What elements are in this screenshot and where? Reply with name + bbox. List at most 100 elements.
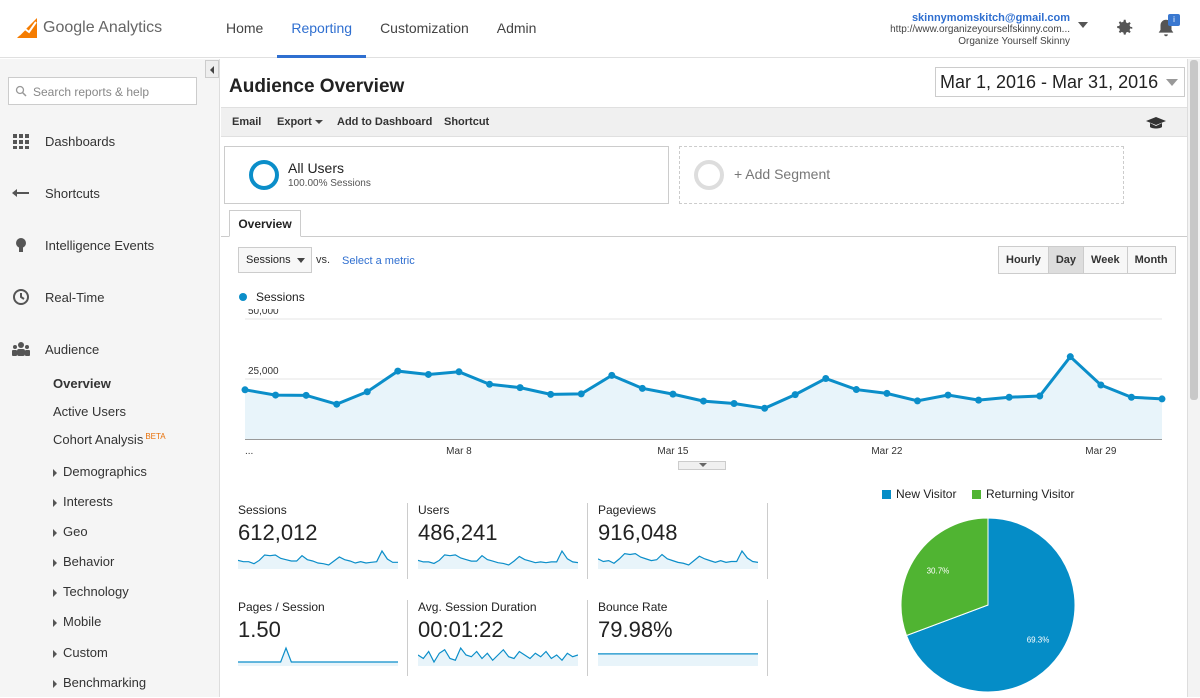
- expand-arrow-icon: [53, 618, 57, 627]
- sessions-data-point: [516, 384, 524, 392]
- sparkline: [238, 549, 398, 569]
- sidebar-item-audience[interactable]: Audience: [0, 334, 220, 364]
- shortcut-button[interactable]: Shortcut: [444, 116, 490, 128]
- granularity-hourly-button[interactable]: Hourly: [999, 247, 1049, 273]
- sessions-data-point: [394, 367, 402, 375]
- stat-sessions[interactable]: Sessions 612,012: [238, 503, 408, 579]
- sidebar-item-label: Real-Time: [45, 289, 105, 305]
- legend-swatch: [882, 489, 891, 499]
- email-button[interactable]: Email: [232, 116, 262, 128]
- stat-avg-session-duration[interactable]: Avg. Session Duration 00:01:22: [418, 600, 588, 676]
- people-icon: [12, 342, 30, 356]
- legend-returning-visitor: Returning Visitor: [972, 487, 1075, 501]
- expand-arrow-icon: [53, 679, 57, 688]
- sessions-data-point: [547, 390, 555, 398]
- add-segment-button[interactable]: + Add Segment: [679, 146, 1124, 204]
- date-range-picker[interactable]: Mar 1, 2016 - Mar 31, 2016: [935, 67, 1185, 97]
- google-analytics-logo[interactable]: Google Analytics: [17, 17, 162, 39]
- sessions-legend-dot: [239, 293, 247, 301]
- expand-arrow-icon: [53, 468, 57, 477]
- tab-customization[interactable]: Customization: [380, 20, 469, 36]
- sessions-data-point: [791, 391, 799, 399]
- stat-value: 916,048: [598, 520, 678, 545]
- x-tick-label: ...: [245, 446, 253, 457]
- segment-name: All Users: [288, 160, 345, 176]
- y-tick-label: 25,000: [248, 366, 279, 377]
- sidebar-sub-demographics[interactable]: Demographics: [53, 464, 147, 479]
- tab-reporting[interactable]: Reporting: [277, 0, 367, 58]
- stat-users[interactable]: Users 486,241: [418, 503, 588, 579]
- stat-pageviews[interactable]: Pageviews 916,048: [598, 503, 768, 579]
- segment-all-users[interactable]: All Users 100.00% Sessions: [224, 146, 669, 204]
- stat-bounce-rate[interactable]: Bounce Rate 79.98%: [598, 600, 768, 676]
- stat-value: 00:01:22: [418, 617, 504, 642]
- sidebar-sub-benchmarking[interactable]: Benchmarking: [53, 675, 146, 690]
- segment-ring-icon: [249, 160, 279, 190]
- main-nav: Home Reporting Customization Admin: [212, 0, 550, 58]
- sessions-data-point: [455, 368, 463, 376]
- notification-badge[interactable]: i: [1168, 14, 1180, 26]
- sidebar-item-intelligence-events[interactable]: Intelligence Events: [0, 230, 220, 260]
- expand-arrow-icon: [53, 649, 57, 658]
- visitor-type-pie-chart[interactable]: 69.3% 30.7%: [895, 512, 1081, 698]
- sidebar-sub-cohort-analysis[interactable]: Cohort Analysis BETA: [53, 432, 166, 447]
- sidebar-sub-label: Technology: [63, 584, 129, 599]
- date-range-value: Mar 1, 2016 - Mar 31, 2016: [940, 72, 1159, 92]
- sidebar-item-real-time[interactable]: Real-Time: [0, 282, 220, 312]
- sessions-data-point: [913, 397, 921, 405]
- account-selector[interactable]: skinnymomskitch@gmail.com http://www.org…: [890, 12, 1070, 48]
- sparkline: [598, 653, 758, 666]
- granularity-toggle: Hourly Day Week Month: [998, 246, 1176, 274]
- collapse-sidebar-button[interactable]: [205, 60, 219, 78]
- sidebar-sub-mobile[interactable]: Mobile: [53, 614, 101, 629]
- gear-icon[interactable]: [1113, 17, 1135, 39]
- stat-label: Bounce Rate: [598, 600, 668, 614]
- select-metric-link[interactable]: Select a metric: [342, 255, 415, 267]
- export-label: Export: [277, 116, 312, 128]
- sidebar-sub-overview[interactable]: Overview: [53, 376, 111, 391]
- report-toolbar: Email Export Add to Dashboard Shortcut: [221, 107, 1200, 137]
- tab-divider: [221, 236, 1200, 237]
- sessions-data-point: [1036, 392, 1044, 400]
- add-segment-label: + Add Segment: [734, 166, 831, 182]
- search-input[interactable]: Search reports & help: [8, 77, 197, 105]
- sessions-data-point: [1158, 395, 1166, 403]
- sidebar-sub-geo[interactable]: Geo: [53, 524, 88, 539]
- sparkline: [418, 549, 578, 569]
- add-to-dashboard-button[interactable]: Add to Dashboard: [337, 116, 433, 128]
- granularity-day-button[interactable]: Day: [1048, 247, 1085, 273]
- sidebar-sub-label: Cohort Analysis: [53, 432, 144, 447]
- sparkline-fill: [238, 648, 398, 666]
- legend-new-visitor: New Visitor: [882, 487, 956, 501]
- y-tick-label: 50,000: [248, 309, 279, 317]
- tab-home[interactable]: Home: [226, 20, 264, 36]
- stat-value: 612,012: [238, 520, 318, 545]
- sidebar-sub-custom[interactable]: Custom: [53, 645, 108, 660]
- sessions-data-point: [577, 390, 585, 398]
- metric-select[interactable]: Sessions: [238, 247, 312, 273]
- sparkline-fill: [418, 551, 578, 569]
- tab-overview[interactable]: Overview: [229, 210, 301, 237]
- sessions-line-chart[interactable]: 50,000 25,000... Mar 8 Mar 15 Mar 22 Mar 29: [221, 309, 1200, 469]
- segment-placeholder-ring-icon: [694, 160, 724, 190]
- sidebar-item-dashboards[interactable]: Dashboards: [0, 126, 220, 156]
- tab-admin[interactable]: Admin: [496, 20, 537, 36]
- sparkline-line: [238, 549, 398, 566]
- chart-resize-handle[interactable]: [678, 461, 726, 470]
- sidebar-sub-technology[interactable]: Technology: [53, 584, 129, 599]
- stat-pages-per-session[interactable]: Pages / Session 1.50: [238, 600, 408, 676]
- sidebar-sub-active-users[interactable]: Active Users: [53, 404, 126, 419]
- sidebar-item-shortcuts[interactable]: Shortcuts: [0, 178, 220, 208]
- sidebar-sub-behavior[interactable]: Behavior: [53, 554, 114, 569]
- stat-value: 1.50: [238, 617, 281, 642]
- scrollbar-thumb[interactable]: [1190, 60, 1198, 400]
- granularity-month-button[interactable]: Month: [1127, 247, 1175, 273]
- sidebar-sub-label: Custom: [63, 645, 108, 660]
- account-email: skinnymomskitch@gmail.com: [911, 12, 1070, 24]
- granularity-week-button[interactable]: Week: [1084, 247, 1128, 273]
- export-button[interactable]: Export: [277, 116, 323, 128]
- account-dropdown-icon[interactable]: [1078, 22, 1088, 28]
- graduation-cap-icon[interactable]: [1146, 115, 1166, 131]
- sidebar-sub-interests[interactable]: Interests: [53, 494, 113, 509]
- sessions-data-point: [272, 391, 280, 399]
